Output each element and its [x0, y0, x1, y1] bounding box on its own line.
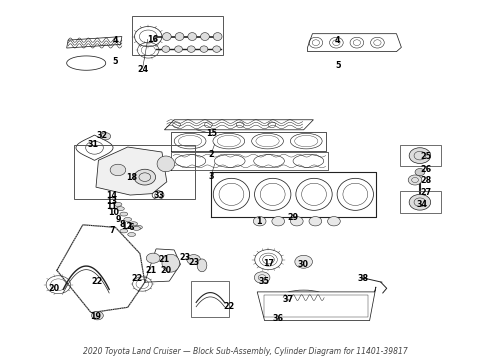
Ellipse shape — [117, 207, 124, 211]
Ellipse shape — [128, 233, 136, 237]
Ellipse shape — [213, 33, 222, 41]
Circle shape — [328, 217, 340, 226]
Bar — [400, 145, 441, 166]
Circle shape — [415, 168, 425, 176]
Text: 30: 30 — [297, 260, 308, 269]
Ellipse shape — [174, 46, 182, 52]
Circle shape — [110, 164, 126, 176]
Text: 5: 5 — [113, 57, 118, 66]
Ellipse shape — [280, 290, 327, 305]
Polygon shape — [257, 287, 376, 320]
Text: 36: 36 — [273, 314, 284, 323]
Circle shape — [254, 272, 270, 283]
Text: 23: 23 — [188, 258, 199, 267]
Text: 22: 22 — [224, 302, 235, 311]
Bar — [74, 145, 195, 199]
Circle shape — [147, 253, 160, 263]
Text: 17: 17 — [263, 259, 274, 268]
Text: 31: 31 — [87, 140, 98, 149]
Text: 16: 16 — [147, 35, 158, 44]
Text: 28: 28 — [420, 176, 431, 185]
Text: 3: 3 — [208, 172, 214, 181]
Bar — [191, 281, 229, 317]
Polygon shape — [162, 254, 179, 272]
Text: 12: 12 — [121, 222, 132, 231]
Text: 20: 20 — [48, 284, 59, 293]
Polygon shape — [157, 156, 174, 172]
Ellipse shape — [162, 46, 170, 52]
Text: 25: 25 — [420, 152, 431, 161]
Ellipse shape — [135, 225, 143, 229]
Ellipse shape — [120, 212, 128, 216]
Circle shape — [309, 217, 322, 226]
Text: 23: 23 — [180, 253, 191, 262]
Text: 1: 1 — [256, 217, 262, 226]
Ellipse shape — [114, 202, 122, 206]
Text: 35: 35 — [258, 276, 269, 285]
Text: 22: 22 — [92, 276, 103, 285]
Circle shape — [187, 255, 200, 265]
Text: 15: 15 — [206, 129, 217, 138]
Text: 9: 9 — [115, 215, 121, 224]
Bar — [132, 16, 223, 55]
Text: 10: 10 — [109, 208, 120, 217]
Text: 19: 19 — [91, 312, 101, 321]
Text: 7: 7 — [109, 226, 115, 235]
Text: 22: 22 — [131, 274, 142, 283]
Circle shape — [291, 217, 303, 226]
Text: 13: 13 — [107, 197, 118, 206]
Circle shape — [408, 175, 422, 185]
Ellipse shape — [187, 46, 195, 52]
Polygon shape — [67, 56, 106, 70]
Text: 4: 4 — [335, 36, 341, 45]
Text: 21: 21 — [146, 266, 157, 275]
Text: 11: 11 — [107, 202, 118, 211]
Circle shape — [272, 217, 285, 226]
Circle shape — [92, 311, 103, 320]
Circle shape — [253, 217, 266, 226]
Text: 34: 34 — [416, 200, 427, 209]
Text: 2: 2 — [208, 150, 214, 159]
Polygon shape — [67, 37, 122, 48]
Ellipse shape — [188, 33, 196, 41]
Polygon shape — [96, 147, 167, 195]
Circle shape — [134, 169, 156, 185]
Polygon shape — [164, 120, 314, 130]
Text: 5: 5 — [335, 61, 341, 70]
Text: 27: 27 — [420, 188, 431, 197]
Circle shape — [416, 195, 424, 201]
Ellipse shape — [120, 229, 128, 233]
Text: 38: 38 — [358, 274, 369, 283]
Bar — [400, 192, 441, 213]
Text: 8: 8 — [119, 220, 124, 229]
Text: 24: 24 — [138, 65, 149, 74]
Circle shape — [295, 255, 313, 268]
Ellipse shape — [130, 222, 138, 226]
Polygon shape — [308, 34, 401, 51]
Text: 2020 Toyota Land Cruiser — Block Sub-Assembly, Cylinder Diagram for 11401-39817: 2020 Toyota Land Cruiser — Block Sub-Ass… — [83, 347, 407, 356]
Text: 14: 14 — [107, 190, 118, 199]
Ellipse shape — [162, 33, 171, 41]
Text: 18: 18 — [126, 173, 137, 182]
Text: 4: 4 — [113, 36, 118, 45]
Text: 32: 32 — [97, 131, 108, 140]
Ellipse shape — [213, 46, 220, 52]
Text: 29: 29 — [287, 213, 298, 222]
Polygon shape — [76, 135, 113, 160]
Ellipse shape — [133, 226, 141, 230]
Circle shape — [409, 148, 431, 163]
Ellipse shape — [200, 46, 208, 52]
Text: 37: 37 — [283, 294, 294, 303]
Ellipse shape — [175, 33, 184, 41]
Polygon shape — [197, 259, 207, 272]
Ellipse shape — [200, 33, 209, 41]
Circle shape — [409, 194, 431, 210]
Text: 33: 33 — [154, 190, 165, 199]
Text: 21: 21 — [159, 255, 170, 264]
Ellipse shape — [124, 217, 132, 221]
Text: 26: 26 — [420, 166, 431, 175]
Text: 6: 6 — [129, 223, 134, 232]
Text: 20: 20 — [160, 266, 172, 275]
Circle shape — [101, 133, 111, 140]
